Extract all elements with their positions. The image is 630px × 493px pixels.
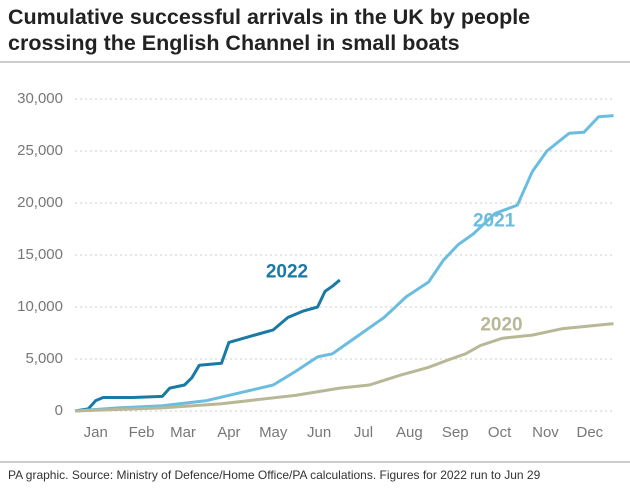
series-line — [74, 278, 341, 413]
x-tick-label: Sep — [442, 424, 469, 441]
chart-title: Cumulative successful arrivals in the UK… — [8, 5, 531, 55]
x-tick-label: Jul — [354, 424, 373, 441]
series-line — [74, 114, 614, 413]
x-tick-label: Mar — [170, 424, 196, 441]
series-label: 2022 — [266, 262, 308, 283]
x-tick-label: Oct — [488, 424, 512, 441]
x-tick-label: Nov — [532, 424, 559, 441]
x-tick-label: Dec — [577, 424, 604, 441]
y-tick-label: 20,000 — [17, 194, 63, 211]
y-tick-label: 15,000 — [17, 246, 63, 263]
y-tick-label: 5,000 — [25, 350, 63, 367]
x-tick-label: May — [259, 424, 288, 441]
x-tick-label: Aug — [396, 424, 423, 441]
x-tick-label: Jan — [84, 424, 108, 441]
x-tick-label: Jun — [307, 424, 331, 441]
series-label: 2020 — [480, 315, 522, 336]
series-line — [74, 322, 614, 413]
source: PA graphic. Source: Ministry of Defence/… — [8, 468, 541, 482]
x-tick-label: Apr — [217, 424, 240, 441]
x-tick-label: Feb — [129, 424, 155, 441]
y-tick-label: 10,000 — [17, 298, 63, 315]
y-tick-label: 0 — [55, 402, 63, 419]
series-label: 2021 — [473, 211, 516, 232]
y-tick-label: 30,000 — [17, 90, 63, 107]
y-tick-label: 25,000 — [17, 142, 63, 159]
